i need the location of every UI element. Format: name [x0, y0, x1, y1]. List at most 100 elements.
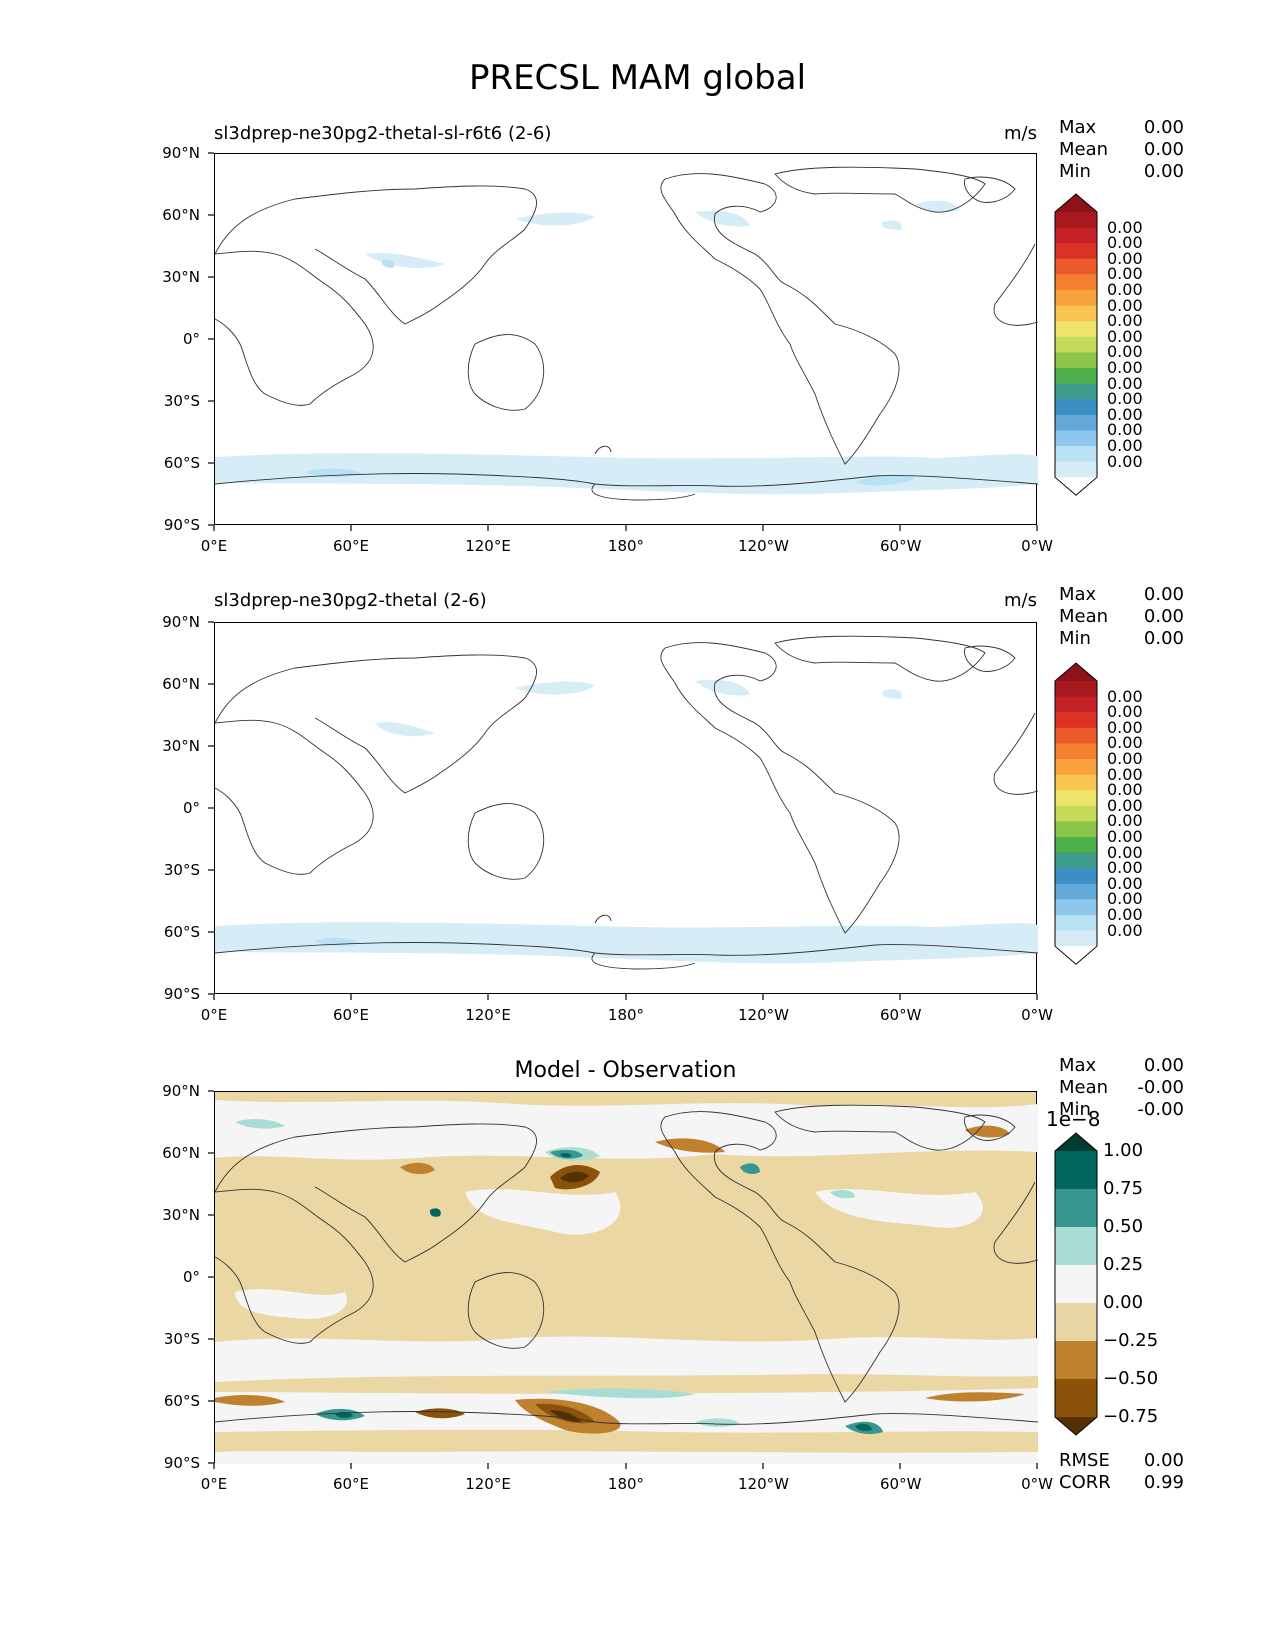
colorbar-outline [1054, 1132, 1098, 1436]
colorbar-tick-label: 0.00 [1107, 233, 1143, 253]
colorbar-tick-label: −0.25 [1103, 1330, 1159, 1351]
colorbar-tick-label: 0.00 [1107, 451, 1143, 471]
colorbar-segment [1055, 446, 1097, 463]
panel2-mean-value: 0.00 [1143, 606, 1184, 627]
panel1-lat-tick: 90°S [163, 516, 200, 534]
colorbar-segment [1055, 1227, 1097, 1266]
panel2-coastlines [214, 635, 1039, 970]
colorbar-tick-label: 0.00 [1107, 342, 1143, 362]
colorbar-tick-label: 0.00 [1107, 905, 1143, 924]
colorbar-segment [1055, 274, 1097, 291]
panel1-min-value: 0.00 [1143, 161, 1184, 182]
panel3-lon-tick: 60°E [332, 1475, 370, 1493]
colorbar-segment [1055, 336, 1097, 353]
colorbar-tick-label: 0.00 [1107, 811, 1143, 831]
corr-label: CORR [1059, 1472, 1111, 1493]
colorbar-outline [1054, 662, 1098, 965]
panel3-lat-tick: 0° [182, 1268, 200, 1286]
panel3-lat-tick: 90°S [163, 1454, 200, 1472]
colorbar-segment [1055, 430, 1097, 447]
panel1-mean-value: 0.00 [1143, 139, 1184, 160]
panel2-max-label: Max [1059, 584, 1097, 605]
panel3-lon-tick: 120°W [738, 1475, 789, 1493]
colorbar-segment [1055, 1303, 1097, 1342]
panel3-metrics-values: 0.00 0.99 [1142, 1450, 1184, 1494]
colorbar-segment [1055, 743, 1097, 760]
colorbar-extend-min [1055, 477, 1097, 496]
panel1-lon-tick: 0°E [200, 537, 228, 555]
colorbar-segment [1055, 696, 1097, 713]
colorbar-tick-label: 0.00 [1107, 686, 1143, 706]
colorbar-tick-label: 0.00 [1107, 248, 1143, 268]
colorbar-segment [1055, 790, 1097, 807]
colorbar-tick-label: 0.00 [1107, 373, 1143, 393]
panel3-min-value: -0.00 [1137, 1099, 1184, 1120]
panel3-lon-tick: 60°W [880, 1475, 922, 1493]
panel1-lon-tick: 120°E [465, 537, 511, 555]
panel3-min-label: Min [1059, 1099, 1091, 1120]
panel2-lon-tick: 0°W [1021, 1006, 1053, 1024]
panel1-precip-field [215, 200, 1038, 495]
colorbar-segment [1055, 681, 1097, 698]
panel3-mean-label: Mean [1059, 1077, 1109, 1098]
colorbar-segment [1055, 1379, 1097, 1418]
colorbar-segment [1055, 399, 1097, 416]
colorbar-segment [1055, 461, 1097, 478]
colorbar-segment [1055, 915, 1097, 932]
panel1-coastlines [214, 166, 1039, 501]
colorbar-tick-label: 0.00 [1107, 827, 1143, 846]
colorbar-segment [1055, 712, 1097, 729]
colorbar-tick-label: 0.00 [1107, 717, 1143, 737]
colorbar-tick-label: 0.00 [1107, 217, 1143, 237]
rmse-value: 0.00 [1143, 1450, 1184, 1471]
colorbar-segment [1055, 930, 1097, 947]
panel2-stats-labels: Max Mean Min [1059, 584, 1108, 650]
colorbar-segment [1055, 821, 1097, 838]
panel2-mean-label: Mean [1059, 606, 1109, 627]
panel1-lat-tick: 60°S [163, 454, 200, 472]
colorbar-tick-label: 0.00 [1107, 311, 1143, 331]
colorbar-tick-label: −0.75 [1103, 1406, 1159, 1427]
panel1-map-canvas [214, 166, 1039, 501]
panel1-lat-tick: 30°S [163, 392, 200, 410]
colorbar-segment [1055, 899, 1097, 916]
colorbar-segment [1055, 837, 1097, 854]
panel3-lon-tick: 0°E [200, 1475, 228, 1493]
colorbar-segment [1055, 290, 1097, 307]
colorbar-segment [1055, 727, 1097, 744]
colorbar-tick-label: 0.00 [1107, 436, 1143, 455]
colorbar-tick-label: 0.00 [1107, 280, 1143, 299]
colorbar-segment [1055, 774, 1097, 791]
panel3-stats-values: 0.00 -0.00 -0.00 [1132, 1055, 1184, 1121]
panel3-metrics-labels: RMSE CORR [1059, 1450, 1111, 1494]
panel2-lat-tick: 0° [182, 799, 200, 817]
panel1-lon-tick: 0°W [1021, 537, 1053, 555]
colorbar-tick-label: 0.00 [1107, 749, 1143, 768]
colorbar-tick-label: 0.00 [1107, 780, 1143, 800]
panel1-lon-tick: 180° [607, 537, 645, 555]
panel2-lon-tick: 120°E [465, 1006, 511, 1024]
panel1-units: m/s [1004, 123, 1037, 144]
colorbar-tick-label: 1.00 [1103, 1140, 1144, 1161]
panel1-max-label: Max [1059, 117, 1097, 138]
colorbar-segment [1055, 805, 1097, 822]
colorbar-tick-label: 0.00 [1103, 1292, 1144, 1313]
panel3-lat-tick: 60°N [162, 1144, 200, 1162]
colorbar-tick-label: 0.00 [1107, 795, 1143, 815]
panel2-lon-tick: 60°E [332, 1006, 370, 1024]
panel3-max-label: Max [1059, 1055, 1097, 1076]
colorbar-extend-min [1055, 946, 1097, 965]
panel1-min-label: Min [1059, 161, 1091, 182]
panel3-coastlines [214, 1104, 1039, 1425]
colorbar-segment [1055, 852, 1097, 869]
panel2-min-value: 0.00 [1143, 628, 1184, 649]
panel1-lat-tick: 60°N [162, 206, 200, 224]
panel3-max-value: 0.00 [1143, 1055, 1184, 1076]
panel3-lon-tick: 120°E [465, 1475, 511, 1493]
panel2-lat-tick: 60°N [162, 675, 200, 693]
colorbar-tick-label: 0.25 [1103, 1254, 1144, 1275]
panel1-colorbar [1054, 193, 1098, 496]
colorbar-segment [1055, 383, 1097, 400]
colorbar-segment [1055, 414, 1097, 431]
